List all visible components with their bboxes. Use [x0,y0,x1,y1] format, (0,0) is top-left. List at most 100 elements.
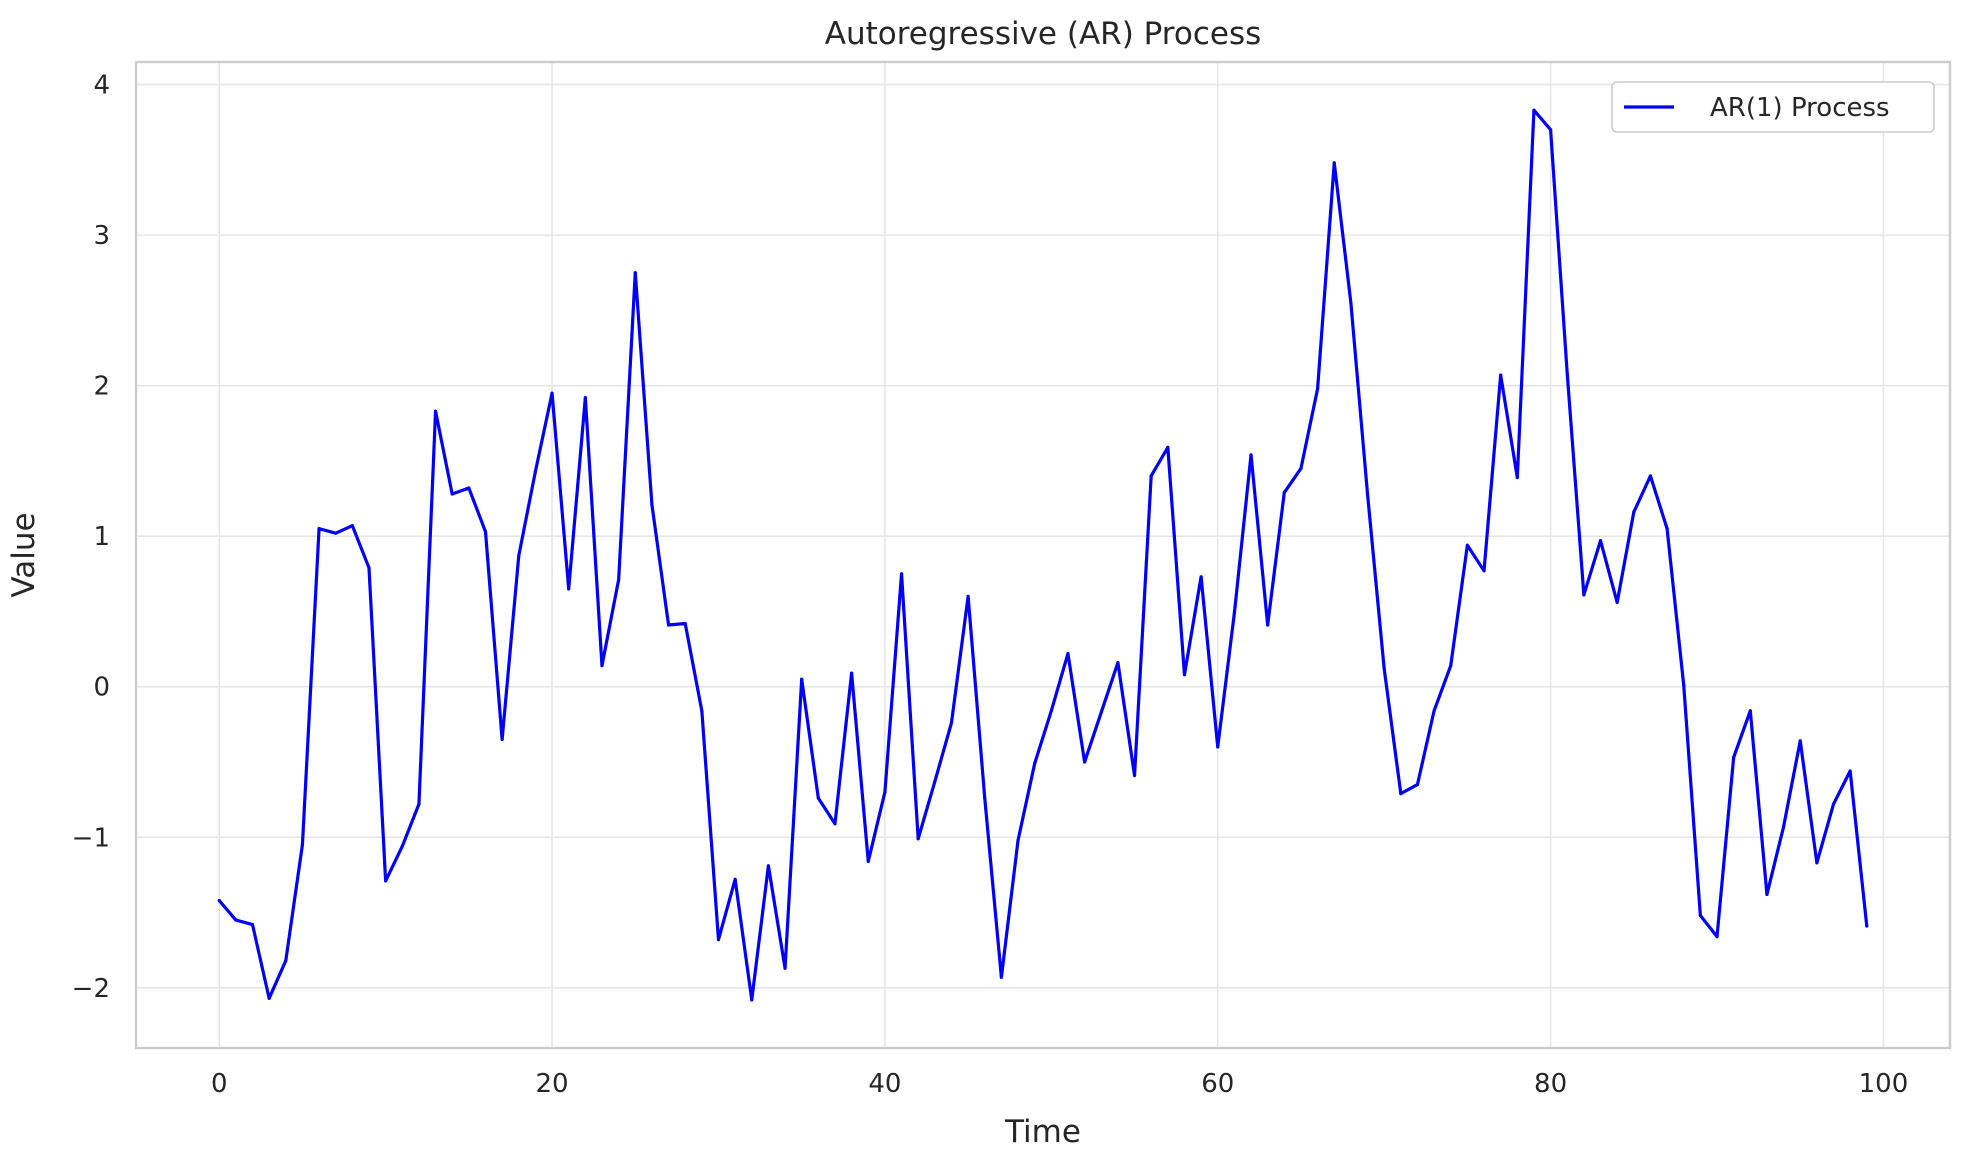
data-point [1465,543,1469,547]
data-point [1166,445,1170,449]
data-point [1149,474,1153,478]
x-tick-label: 20 [536,1069,569,1099]
data-point [267,996,271,1000]
data-point [1732,755,1736,760]
data-point [1282,490,1286,495]
data-point [1615,600,1619,605]
data-point [500,737,504,742]
data-point [1332,161,1336,165]
series-layer [217,108,1869,1002]
data-point [1382,667,1386,671]
data-point [400,844,404,848]
data-point [567,587,571,591]
y-tick-label: 2 [93,372,110,402]
data-point [750,998,754,1002]
data-point [716,938,721,942]
data-point [1865,924,1869,928]
legend-label: AR(1) Process [1710,93,1890,123]
data-point [284,959,288,963]
data-point [1399,791,1403,796]
data-point [1532,108,1536,112]
data-point [550,391,554,395]
data-point [450,492,454,496]
legend: AR(1) Process [1611,81,1935,133]
data-point [217,898,221,903]
y-axis-title: Value [6,512,42,597]
data-point [1781,825,1786,829]
data-point [1299,466,1303,471]
ticks: 0 20 40 60 80 100 −2 −1 0 1 2 3 4 [72,71,1909,1099]
data-point [300,843,305,847]
data-point [949,721,954,725]
data-point [833,822,837,826]
legend-box [1611,81,1935,133]
data-point [1232,611,1236,615]
data-point [983,796,987,800]
data-point [1515,475,1519,480]
data-point [1083,760,1087,764]
data-point [517,554,521,558]
data-point [1698,913,1702,918]
data-point [250,922,255,927]
series-line [217,108,1869,1002]
data-point [1648,474,1653,478]
y-tick-label: −2 [72,974,110,1004]
data-point [1598,539,1603,543]
data-point [600,664,604,668]
data-point [1798,739,1802,743]
data-point [1066,652,1070,656]
data-point [317,527,321,531]
grid [136,62,1950,1048]
data-point [1182,673,1187,677]
data-point [999,975,1003,979]
x-tick-label: 100 [1859,1069,1909,1099]
data-point [1499,373,1503,377]
data-point [1365,492,1370,496]
data-point [1249,453,1253,457]
data-point [650,502,654,507]
data-point [384,879,388,883]
chart-title: Autoregressive (AR) Process [825,16,1262,52]
data-point [1199,575,1203,579]
data-point [1216,745,1220,749]
data-point [916,837,920,841]
data-point [417,802,421,806]
x-tick-label: 0 [211,1069,228,1099]
data-point [633,271,637,275]
data-point [1315,387,1320,391]
data-point [1565,372,1569,376]
data-point [1349,301,1353,305]
data-point [1132,773,1137,778]
data-point [1415,782,1420,787]
data-point [1815,861,1819,865]
data-point [733,877,737,882]
data-point [350,524,354,528]
data-point [1016,838,1020,842]
data-point [617,578,621,582]
data-point [683,621,687,626]
data-point [883,790,887,794]
data-point [483,530,488,534]
data-point [1665,527,1669,531]
data-point [1116,661,1120,665]
data-point [583,396,587,400]
data-point [850,671,854,675]
data-point [1848,769,1852,773]
data-point [933,779,937,784]
x-tick-label: 60 [1201,1069,1234,1099]
data-point [1099,710,1103,714]
data-point [816,796,820,800]
data-point [1049,709,1053,713]
data-point [1266,623,1270,627]
series-points [217,108,1869,1002]
y-tick-label: 4 [93,71,110,101]
data-point [1548,128,1553,132]
data-point [866,859,870,863]
data-point [966,594,970,598]
plot-frame [134,60,1952,1050]
y-tick-label: 3 [93,221,110,251]
y-tick-label: 1 [93,522,110,552]
data-point [1033,761,1037,766]
